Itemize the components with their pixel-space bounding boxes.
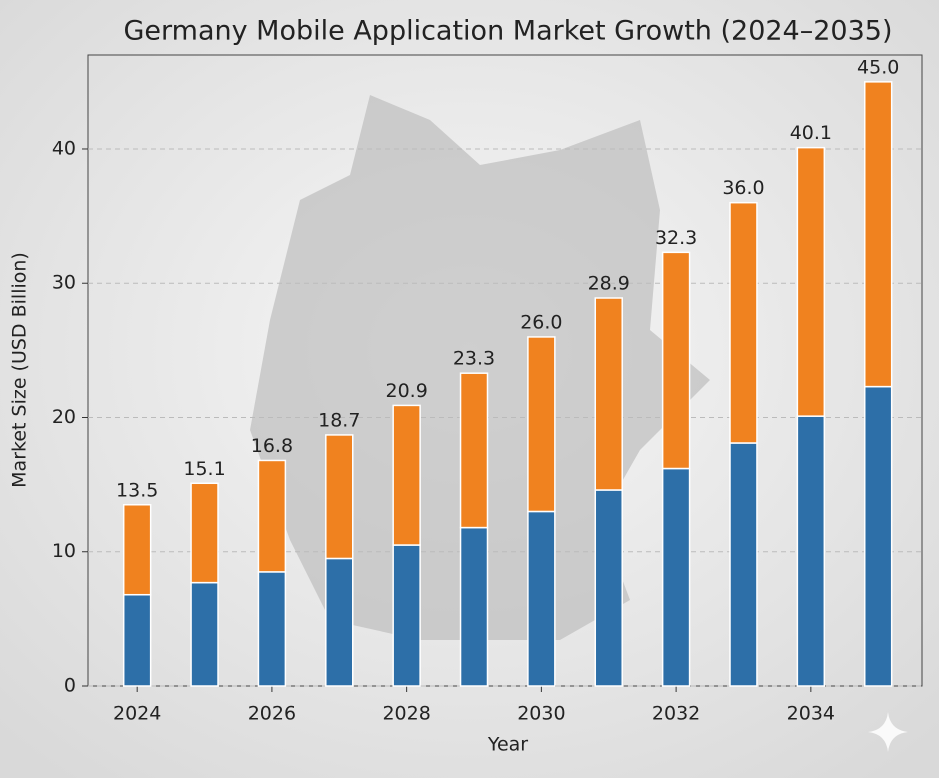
- x-tick-label: 2032: [652, 703, 700, 725]
- sparkle-icon: [868, 712, 908, 752]
- x-axis-label: Year: [487, 734, 528, 756]
- bar-segment: [863, 81, 893, 388]
- bar-segment: [392, 544, 421, 687]
- total-label: 18.7: [318, 409, 360, 431]
- bar-segment: [796, 146, 826, 417]
- total-label: 23.3: [453, 348, 495, 370]
- bar-segment: [459, 526, 489, 687]
- bar-segment: [325, 557, 354, 687]
- total-label: 40.1: [790, 122, 832, 144]
- total-label: 28.9: [588, 273, 630, 295]
- bar-segment: [661, 251, 691, 470]
- total-label: 15.1: [183, 458, 225, 480]
- y-axis-label: Market Size (USD Billion): [9, 252, 31, 488]
- x-tick-label: 2026: [248, 703, 296, 725]
- chart-title: Germany Mobile Application Market Growth…: [124, 16, 893, 47]
- bar-segment: [257, 459, 287, 573]
- bar-segment: [594, 489, 623, 687]
- bar-segment: [661, 467, 691, 687]
- x-tick-label: 2030: [517, 703, 565, 725]
- bar-segment: [325, 434, 354, 560]
- bar-segment: [190, 581, 219, 687]
- x-tick-label: 2034: [787, 703, 835, 725]
- bar-segment: [729, 201, 758, 444]
- bar-segment: [122, 504, 152, 596]
- total-label: 16.8: [251, 435, 293, 457]
- total-label: 20.9: [385, 380, 427, 402]
- bar-segment: [122, 593, 152, 687]
- bar-segment: [190, 482, 219, 584]
- bar-segment: [863, 385, 893, 687]
- y-tick-label: 0: [64, 675, 76, 697]
- bar-segment: [459, 372, 489, 529]
- y-tick-label: 10: [52, 540, 76, 562]
- bar-segment: [527, 510, 556, 687]
- x-tick-label: 2028: [382, 703, 430, 725]
- total-label: 36.0: [722, 177, 764, 199]
- total-label: 13.5: [116, 479, 158, 501]
- y-tick-label: 30: [52, 272, 76, 294]
- bar-segment: [594, 297, 623, 491]
- y-tick-label: 40: [52, 137, 76, 159]
- bar-segment: [729, 442, 758, 687]
- x-tick-label: 2024: [113, 703, 161, 725]
- bar-segment: [257, 571, 287, 687]
- y-tick-label: 20: [52, 406, 76, 428]
- bar-segment: [527, 336, 556, 513]
- total-label: 45.0: [857, 56, 899, 78]
- total-label: 26.0: [520, 311, 562, 333]
- bar-segment: [392, 404, 421, 546]
- total-label: 32.3: [655, 227, 697, 249]
- bar-segment: [796, 415, 826, 687]
